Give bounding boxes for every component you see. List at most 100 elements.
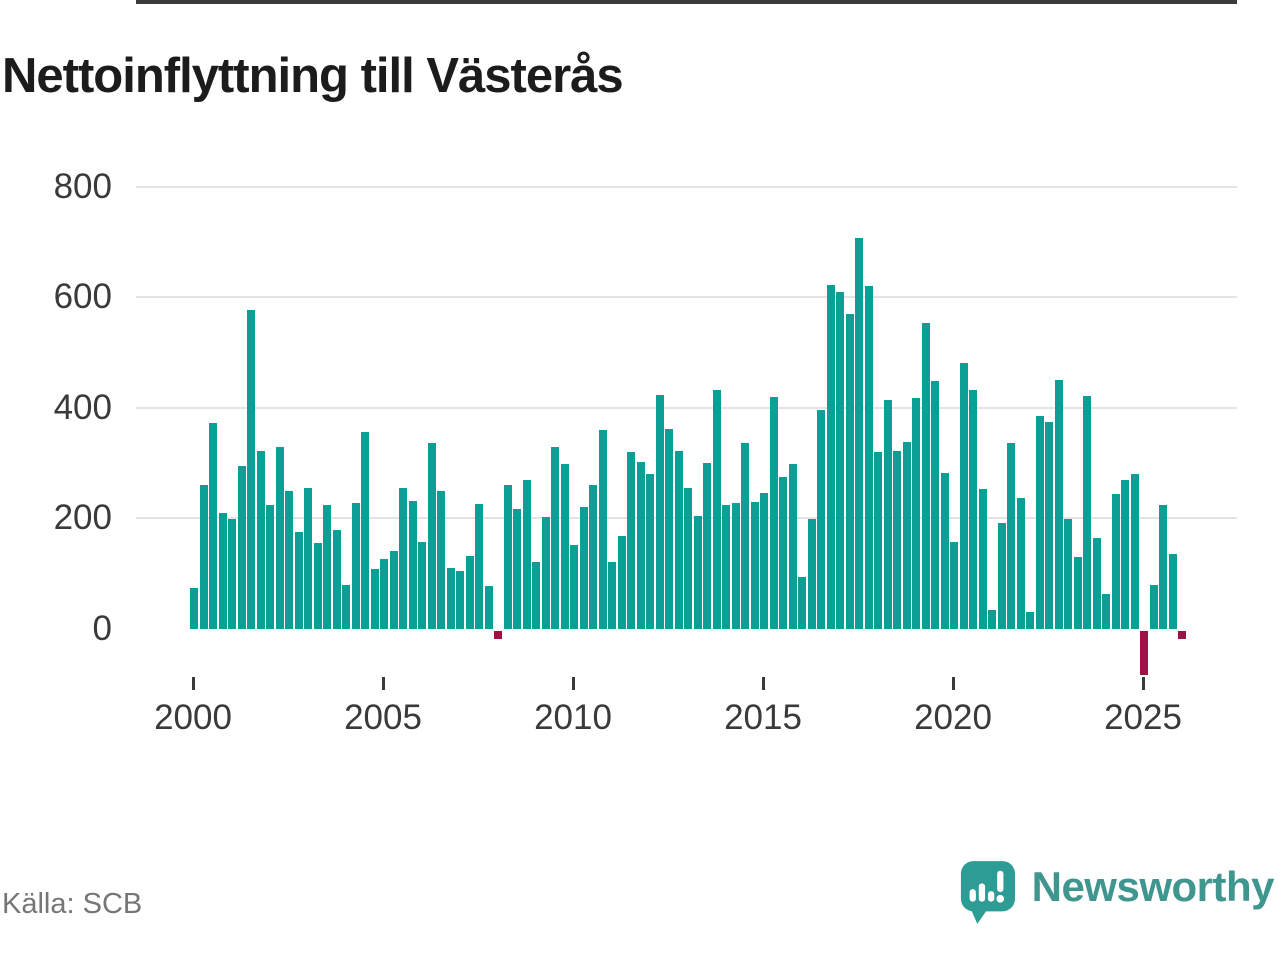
bar (570, 545, 578, 629)
bar (361, 431, 369, 629)
bar (266, 504, 274, 629)
bar (304, 488, 312, 629)
bar (608, 562, 616, 629)
bar (627, 452, 635, 629)
bar (760, 493, 768, 629)
bar (741, 442, 749, 629)
bar (798, 576, 806, 629)
bar-negative (1140, 631, 1148, 676)
bar (646, 473, 654, 629)
bar (788, 464, 797, 629)
bar (893, 450, 901, 629)
bar (931, 380, 939, 629)
bar (997, 522, 1006, 629)
bar (408, 500, 417, 629)
bar (351, 503, 360, 629)
bar (532, 562, 540, 629)
bar (693, 515, 702, 629)
x-tickmark-2020 (952, 677, 955, 690)
bar (446, 567, 455, 629)
bar (199, 485, 208, 629)
bar (323, 504, 331, 629)
bar (750, 501, 759, 629)
bar (237, 466, 246, 629)
bar (1016, 497, 1025, 629)
bar (636, 461, 645, 629)
bar (541, 516, 550, 629)
bar (247, 309, 255, 629)
bar (1102, 594, 1110, 629)
y-tick-label-0: 0 (92, 609, 112, 648)
bar (598, 430, 607, 629)
x-tick-label-2015: 2015 (724, 698, 802, 737)
bar (779, 476, 787, 629)
bar (209, 423, 217, 629)
bar-negative (1178, 631, 1186, 640)
bar (902, 441, 911, 629)
x-axis-line (136, 0, 1237, 4)
bar (1073, 557, 1082, 629)
bar (313, 543, 322, 629)
bar (1168, 554, 1177, 629)
x-tickmark-2000 (192, 677, 195, 690)
bar (1149, 584, 1158, 629)
bar-negative (494, 631, 502, 640)
chart-title: Nettoinflyttning till Västerås (2, 49, 624, 103)
bar (807, 518, 816, 629)
bar (1130, 474, 1139, 629)
bar (1159, 504, 1167, 629)
bar (1045, 421, 1053, 629)
x-tickmark-2010 (572, 677, 575, 690)
bar (190, 587, 198, 629)
bar (817, 409, 825, 629)
bar (503, 485, 512, 629)
bar (684, 487, 692, 629)
bar (722, 504, 730, 629)
brand-logo: Newsworthy (958, 860, 1275, 926)
bar (988, 609, 996, 629)
brand-wordmark: Newsworthy (1031, 863, 1275, 910)
bar (332, 529, 341, 629)
bar (883, 400, 892, 629)
y-tick-label-600: 600 (53, 277, 112, 316)
bar (655, 394, 664, 629)
bar (836, 291, 844, 629)
bar (551, 446, 559, 629)
bar (1121, 479, 1129, 629)
bar (864, 285, 873, 629)
bar (456, 570, 464, 629)
gridline-400 (136, 407, 1237, 409)
bar (228, 518, 236, 629)
y-tick-label-800: 800 (53, 167, 112, 206)
bar (285, 490, 293, 629)
bar (959, 362, 968, 629)
x-tickmark-2015 (762, 677, 765, 690)
bar (978, 489, 987, 629)
bar (1054, 380, 1063, 629)
bar (845, 313, 854, 629)
bar (1111, 493, 1120, 629)
bar (617, 536, 626, 629)
x-tickmark-2005 (382, 677, 385, 690)
bar (826, 284, 835, 629)
bar (275, 446, 284, 629)
bar (665, 428, 673, 629)
x-tick-label-2025: 2025 (1104, 698, 1182, 737)
bar (513, 508, 521, 629)
bar (389, 550, 398, 629)
bar (399, 487, 407, 629)
bar (1007, 443, 1015, 629)
bar (427, 443, 436, 629)
bar (579, 506, 588, 629)
y-tick-label-400: 400 (53, 388, 112, 427)
bar (218, 512, 227, 629)
bar (380, 558, 388, 629)
x-tick-label-2000: 2000 (154, 698, 232, 737)
bar (855, 237, 863, 629)
bar (1026, 612, 1034, 629)
x-tick-label-2010: 2010 (534, 698, 612, 737)
bar (1064, 518, 1072, 629)
bar (1035, 416, 1044, 629)
